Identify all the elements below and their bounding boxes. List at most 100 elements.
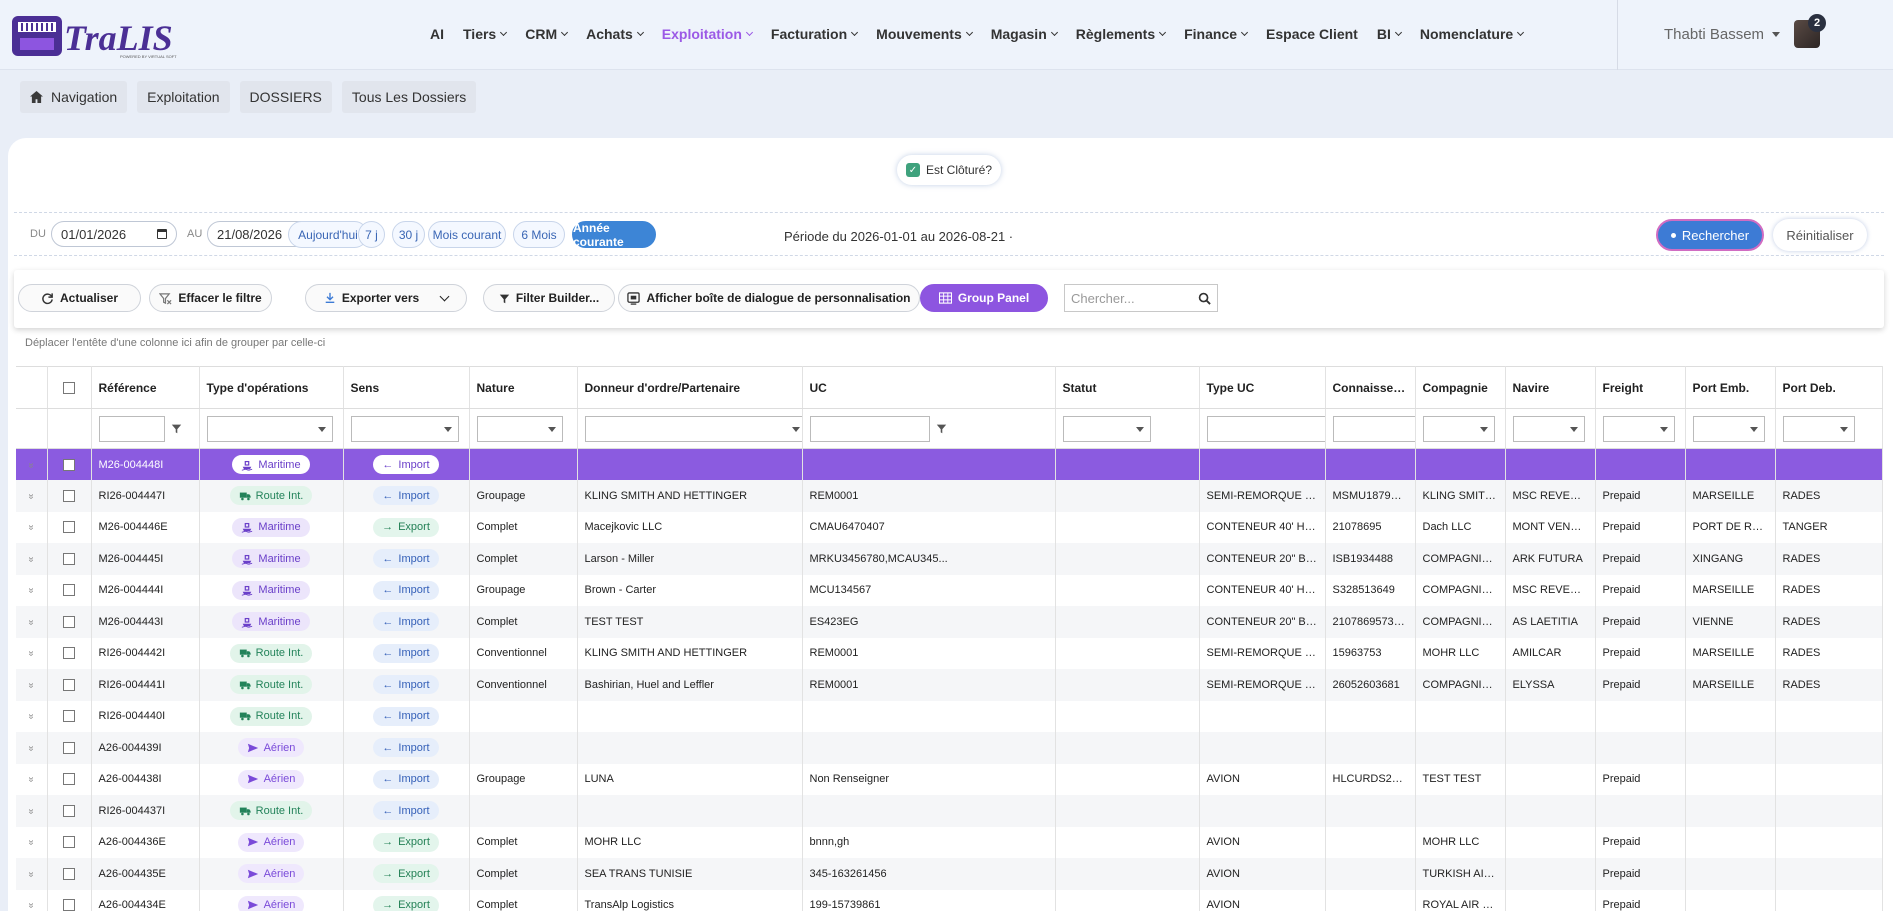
expand-chevron-icon[interactable]: » (25, 745, 37, 752)
column-filter-select[interactable] (584, 415, 801, 442)
nav-espace-client[interactable]: Espace Client (1266, 26, 1358, 42)
column-header[interactable]: Donneur d'ordre/Partenaire (577, 366, 803, 409)
nav-ai[interactable]: AI (430, 26, 444, 42)
export-dropdown[interactable]: Exporter vers (305, 284, 467, 312)
filter-builder-button[interactable]: Filter Builder... (483, 284, 615, 312)
column-filter-select[interactable] (1062, 415, 1151, 442)
table-row[interactable]: » RI26-004441I Route Int. ← Import Convention… (16, 669, 1883, 701)
row-checkbox[interactable] (63, 615, 75, 628)
column-header[interactable]: Statut (1055, 366, 1200, 409)
nav-r-glements[interactable]: Règlements (1076, 26, 1167, 42)
clear-filter-button[interactable]: Effacer le filtre (149, 284, 272, 312)
row-checkbox[interactable] (63, 899, 75, 911)
quick-period-chip[interactable]: Année courante (572, 221, 656, 249)
expand-cell[interactable]: » (16, 480, 48, 512)
column-filter-select[interactable] (1692, 415, 1765, 442)
column-header[interactable]: Port Deb. (1775, 366, 1883, 409)
user-menu[interactable]: Thabti Bassem (1664, 26, 1781, 43)
table-row[interactable]: » A26-004436E Aérien → Export Complet MOHR LLC… (16, 826, 1883, 858)
nav-achats[interactable]: Achats (586, 26, 644, 42)
row-checkbox[interactable] (63, 458, 75, 471)
column-header[interactable]: Type d'opérations (199, 366, 344, 409)
column-filter-select[interactable] (476, 415, 563, 442)
expand-chevron-icon[interactable]: » (25, 650, 37, 657)
table-row[interactable]: » RI26-004442I Route Int. ← Import Convention… (16, 637, 1883, 669)
expand-chevron-icon[interactable]: » (25, 587, 37, 594)
expand-cell[interactable]: » (16, 448, 48, 480)
expand-chevron-icon[interactable]: » (25, 619, 37, 626)
table-row[interactable]: » RI26-004447I Route Int. ← Import Groupage KL… (16, 480, 1883, 512)
column-header[interactable]: Port Emb. (1685, 366, 1776, 409)
row-checkbox[interactable] (63, 552, 75, 565)
expand-cell[interactable]: » (16, 669, 48, 701)
column-filter-input[interactable] (98, 415, 165, 442)
expand-cell[interactable]: » (16, 858, 48, 890)
table-row[interactable]: » A26-004439I Aérien ← Import (16, 732, 1883, 764)
quick-period-chip[interactable]: Mois courant (428, 221, 506, 248)
table-row[interactable]: » RI26-004440I Route Int. ← Import (16, 700, 1883, 732)
nav-magasin[interactable]: Magasin (991, 26, 1058, 42)
select-all-checkbox[interactable] (63, 382, 75, 395)
column-header[interactable]: Compagnie (1415, 366, 1506, 409)
nav-crm[interactable]: CRM (525, 26, 569, 42)
row-checkbox[interactable] (63, 867, 75, 880)
expand-cell[interactable]: » (16, 574, 48, 606)
column-filter-input[interactable] (1206, 415, 1324, 442)
nav-finance[interactable]: Finance (1184, 26, 1249, 42)
quick-period-chip[interactable]: 6 Mois (513, 221, 565, 248)
expand-chevron-icon[interactable]: » (25, 839, 37, 846)
column-header[interactable]: Freight (1595, 366, 1686, 409)
nav-bi[interactable]: BI (1377, 26, 1402, 42)
tralis-logo[interactable]: TraLIS POWERED BY VIRTUAL SOFT (12, 12, 218, 60)
breadcrumb-item[interactable]: DOSSIERS (239, 81, 332, 113)
nav-nomenclature[interactable]: Nomenclature (1420, 26, 1525, 42)
table-row[interactable]: » M26-004443I Maritime ← Import Complet TEST T… (16, 606, 1883, 638)
nav-facturation[interactable]: Facturation (771, 26, 859, 42)
expand-chevron-icon[interactable]: » (25, 808, 37, 815)
column-filter-select[interactable] (206, 415, 333, 442)
notification-badge[interactable]: 2 (1808, 14, 1826, 32)
column-filter-select[interactable] (1782, 415, 1855, 442)
row-checkbox[interactable] (63, 773, 75, 786)
column-filter-select[interactable] (1422, 415, 1495, 442)
expand-cell[interactable]: » (16, 795, 48, 827)
column-filter-select[interactable] (1602, 415, 1675, 442)
column-header[interactable]: Sens (343, 366, 470, 409)
row-checkbox[interactable] (63, 678, 75, 691)
quick-period-chip[interactable]: 7 j (358, 221, 385, 248)
cloture-toggle[interactable]: ✓ Est Clôturé? (897, 155, 1001, 185)
search-button[interactable]: Rechercher (1656, 219, 1764, 251)
row-checkbox[interactable] (63, 521, 75, 534)
table-row[interactable]: » A26-004438I Aérien ← Import Groupage LUNA Non… (16, 763, 1883, 795)
expand-cell[interactable]: » (16, 700, 48, 732)
filter-icon[interactable] (936, 423, 947, 434)
row-checkbox[interactable] (63, 710, 75, 723)
expand-cell[interactable]: » (16, 543, 48, 575)
expand-chevron-icon[interactable]: » (25, 713, 37, 720)
row-checkbox[interactable] (63, 804, 75, 817)
expand-chevron-icon[interactable]: » (25, 556, 37, 563)
row-checkbox[interactable] (63, 741, 75, 754)
table-row[interactable]: » A26-004434E Aérien → Export Complet TransAlp… (16, 889, 1883, 911)
column-header[interactable]: Nature (469, 366, 578, 409)
column-header[interactable]: UC (802, 366, 1056, 409)
expand-cell[interactable]: » (16, 826, 48, 858)
column-filter-select[interactable] (1512, 415, 1585, 442)
expand-chevron-icon[interactable]: » (25, 776, 37, 783)
expand-chevron-icon[interactable]: » (25, 493, 37, 500)
checkbox-checked-icon[interactable]: ✓ (905, 163, 920, 177)
breadcrumb-item[interactable]: Navigation (20, 81, 128, 113)
search-icon[interactable] (1198, 292, 1211, 305)
table-row[interactable]: » RI26-004437I Route Int. ← Import (16, 795, 1883, 827)
du-date-input[interactable]: 01/01/2026 (51, 221, 177, 247)
column-header[interactable]: Référence (91, 366, 200, 409)
refresh-button[interactable]: Actualiser (18, 284, 141, 312)
table-row[interactable]: » M26-004448I Maritime ← Import (16, 448, 1883, 480)
nav-exploitation[interactable]: Exploitation (662, 26, 753, 42)
expand-cell[interactable]: » (16, 606, 48, 638)
column-header[interactable]: Connaissement/LT... (1325, 366, 1416, 409)
table-row[interactable]: » M26-004444I Maritime ← Import Groupage Brown… (16, 574, 1883, 606)
column-filter-select[interactable] (350, 415, 459, 442)
column-header[interactable]: Type UC (1199, 366, 1326, 409)
column-header[interactable]: Navire (1505, 366, 1596, 409)
